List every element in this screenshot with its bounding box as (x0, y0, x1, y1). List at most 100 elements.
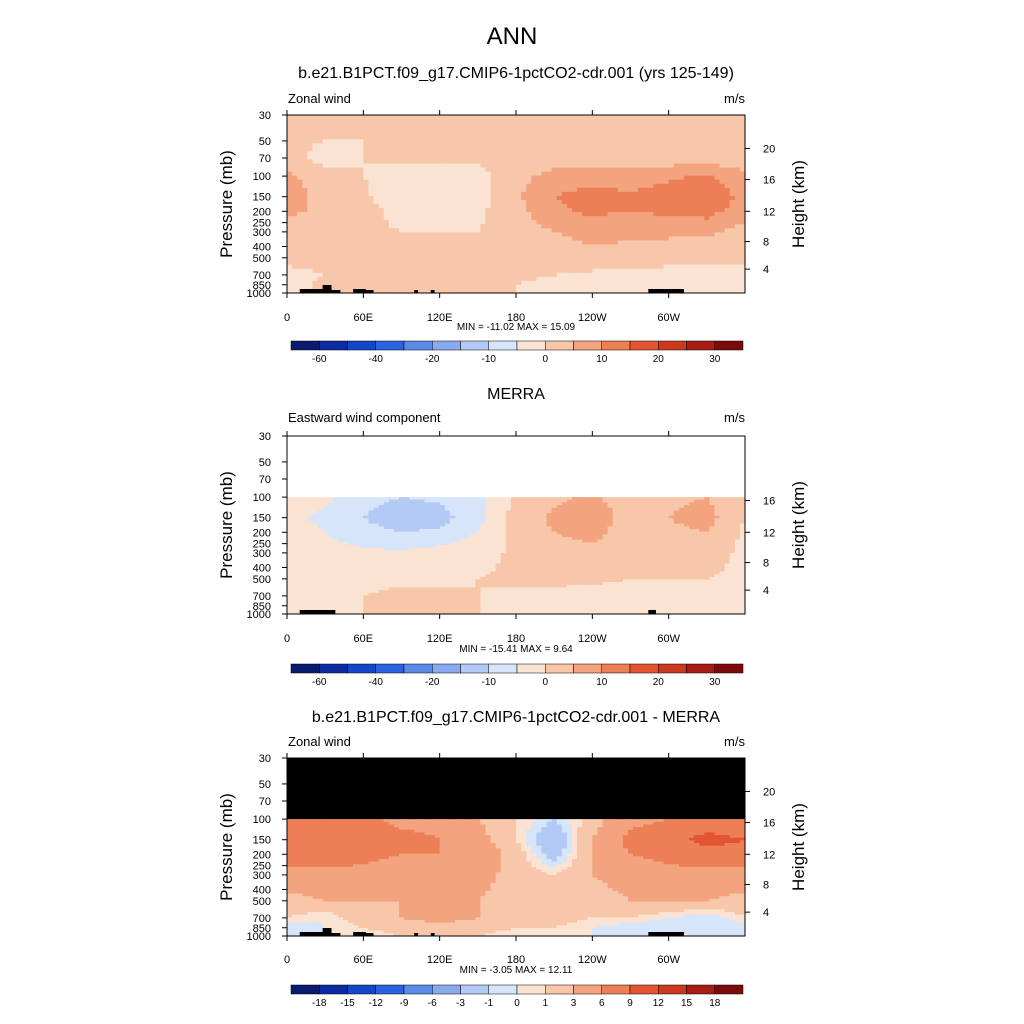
field-cell (332, 505, 339, 509)
field-cell (622, 195, 629, 201)
field-cell (694, 515, 700, 519)
field-cell (546, 513, 553, 517)
field-cell (510, 502, 517, 506)
field-cell (444, 515, 451, 519)
field-cell (653, 151, 660, 157)
field-cell (287, 224, 293, 229)
field-cell (571, 515, 578, 519)
field-cell (673, 147, 680, 153)
field-cell (327, 232, 334, 237)
field-cell (505, 123, 512, 128)
field-cell (358, 131, 364, 136)
field-cell (673, 499, 680, 504)
field-cell (358, 515, 364, 519)
field-cell (546, 151, 553, 157)
field-cell (287, 195, 293, 201)
field-cell (363, 127, 370, 132)
field-cell (449, 510, 456, 514)
field-cell (465, 260, 471, 266)
field-cell (419, 195, 425, 201)
field-cell (627, 252, 634, 258)
field-cell (444, 497, 451, 501)
field-cell (475, 155, 481, 161)
field-cell (444, 179, 451, 185)
field-cell (495, 280, 502, 286)
field-cell (541, 131, 548, 136)
field-cell (683, 521, 690, 525)
field-cell (434, 272, 441, 278)
field-cell (322, 155, 329, 161)
field-cell (556, 115, 563, 120)
field-cell (699, 119, 705, 124)
field-cell (307, 171, 314, 177)
field-cell (363, 139, 370, 144)
field-cell (495, 212, 502, 217)
field-cell (663, 513, 670, 517)
field-cell (709, 220, 716, 225)
field-cell (510, 151, 517, 157)
field-cell (714, 224, 721, 229)
field-cell (363, 147, 370, 153)
field-cell (622, 224, 629, 229)
field-cell (348, 248, 354, 254)
field-cell (398, 199, 405, 205)
field-cell (312, 252, 319, 258)
field-cell (414, 147, 420, 153)
field-cell (337, 119, 344, 124)
field-cell (332, 276, 339, 282)
field-cell (658, 159, 665, 165)
field-cell (668, 187, 675, 193)
field-cell (531, 228, 537, 233)
field-cell (714, 151, 721, 157)
field-cell (699, 248, 705, 254)
field-cell (439, 143, 446, 148)
field-cell (704, 139, 710, 144)
field-cell (337, 224, 344, 229)
field-cell (292, 248, 298, 254)
field-cell (643, 175, 649, 181)
field-cell (536, 510, 543, 514)
field-cell (449, 163, 456, 169)
field-cell (449, 131, 456, 136)
field-cell (577, 502, 583, 506)
field-cell (444, 147, 451, 153)
field-cell (368, 252, 375, 258)
field-cell (378, 151, 385, 157)
field-cell (602, 268, 609, 274)
y2-tick-label: 16 (763, 175, 775, 187)
field-cell (358, 260, 364, 266)
field-cell (592, 135, 599, 140)
field-cell (373, 115, 380, 120)
field-cell (561, 163, 568, 169)
field-cell (694, 288, 700, 293)
field-cell (653, 276, 660, 282)
field-cell (358, 521, 364, 525)
field-cell (689, 195, 695, 201)
field-cell (307, 224, 314, 229)
field-cell (302, 268, 308, 274)
field-cell (592, 191, 599, 197)
field-cell (312, 220, 319, 225)
field-cell (358, 284, 364, 290)
field-cell (434, 135, 441, 140)
field-cell (658, 175, 665, 181)
field-cell (332, 523, 339, 527)
field-cell (465, 264, 471, 270)
field-cell (694, 127, 700, 132)
field-cell (648, 183, 654, 189)
field-cell (643, 224, 649, 229)
field-cell (658, 224, 665, 229)
field-cell (373, 518, 380, 522)
field-cell (317, 167, 324, 173)
field-cell (327, 523, 334, 527)
field-cell (678, 175, 685, 181)
field-cell (551, 212, 558, 217)
field-cell (363, 284, 370, 290)
field-cell (332, 236, 339, 242)
field-cell (414, 521, 420, 525)
field-cell (307, 147, 314, 153)
x-tick-label: 120W (578, 312, 607, 324)
field-cell (612, 264, 619, 270)
field-cell (638, 518, 644, 522)
field-cell (734, 199, 741, 205)
